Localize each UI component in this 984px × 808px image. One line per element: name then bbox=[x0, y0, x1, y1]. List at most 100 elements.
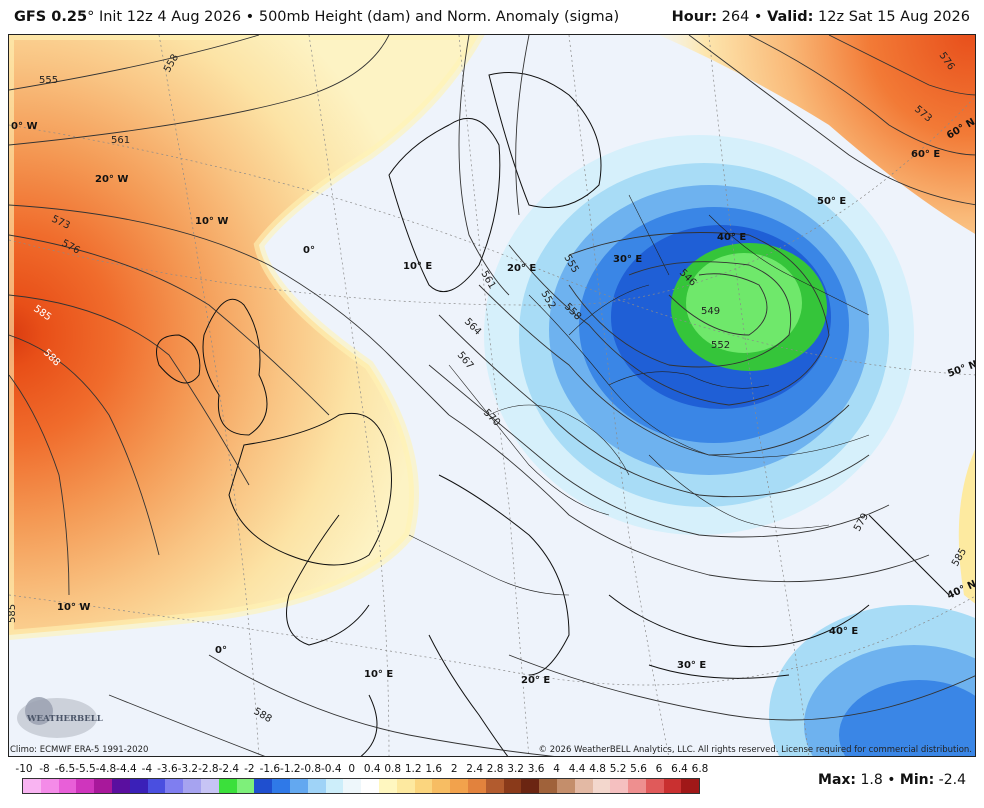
colorbar-label: -4 bbox=[141, 763, 153, 775]
bullet-separator: • bbox=[753, 9, 763, 25]
meridian-label: 30° E bbox=[613, 254, 642, 265]
min-label: Min: bbox=[899, 772, 935, 788]
colorbar-swatch bbox=[307, 779, 326, 793]
colorbar-label: 5.6 bbox=[630, 763, 647, 775]
logo-text: WEATHERBELL bbox=[26, 714, 103, 724]
colorbar-label: -3.6 bbox=[157, 763, 178, 775]
copyright-note: © 2026 WeatherBELL Analytics, LLC. All r… bbox=[538, 745, 972, 755]
meridian-label: 50° E bbox=[817, 196, 846, 207]
colorbar-swatch bbox=[147, 779, 166, 793]
colorbar-swatch bbox=[129, 779, 148, 793]
colorbar-swatch bbox=[645, 779, 664, 793]
valid-time: Hour: 264 • Valid: 12z Sat 15 Aug 2026 bbox=[672, 9, 970, 25]
colorbar-label: -2.4 bbox=[218, 763, 240, 775]
hour-value: 264 bbox=[721, 9, 750, 25]
contour-label: 585 bbox=[9, 604, 18, 623]
hour-label: Hour: bbox=[671, 9, 718, 25]
colorbar-labels: -10 -8 -6.5 -5.5 -4.8 -4.4 -4 -3.6 -3.2 -2.8 -2.4-… bbox=[14, 763, 708, 777]
colorbar-swatch bbox=[23, 779, 41, 793]
colorbar-label: 4.4 bbox=[568, 763, 586, 775]
colorbar-swatch bbox=[254, 779, 273, 793]
colorbar-swatch bbox=[485, 779, 504, 793]
colorbar-swatch bbox=[610, 779, 629, 793]
colorbar-swatch bbox=[574, 779, 593, 793]
colorbar-swatch bbox=[200, 779, 219, 793]
colorbar-label: 6.8 bbox=[691, 763, 709, 775]
contour-label: 561 bbox=[111, 135, 130, 146]
colorbar-swatch bbox=[76, 779, 95, 793]
colorbar-swatch bbox=[58, 779, 77, 793]
coastlines bbox=[156, 72, 950, 756]
colorbar-label: 1.2 bbox=[404, 763, 422, 775]
colorbar-swatch bbox=[361, 779, 379, 793]
meridian-label: 30° E bbox=[677, 660, 706, 671]
colorbar-label: 6.4 bbox=[671, 763, 688, 775]
colorbar-swatch bbox=[378, 779, 397, 793]
meridian-label: 20° E bbox=[507, 263, 536, 274]
colorbar-swatch bbox=[539, 779, 557, 793]
meridian-label: 40° E bbox=[717, 232, 746, 243]
colorbar-label: 3.6 bbox=[527, 763, 545, 775]
colorbar-label: -0.8 bbox=[300, 763, 322, 775]
max-value: 1.8 bbox=[860, 772, 883, 788]
colorbar-swatch bbox=[236, 779, 255, 793]
valid-label: Valid: bbox=[767, 9, 814, 25]
model-name: GFS 0.25 bbox=[14, 9, 88, 25]
colorbar-swatch bbox=[467, 779, 486, 793]
colorbar-label: -2.8 bbox=[198, 763, 219, 775]
bullet-separator: • bbox=[887, 772, 896, 788]
min-value: -2.4 bbox=[938, 772, 966, 788]
meridian-label: 0° bbox=[303, 245, 315, 256]
meridian-label: 10° E bbox=[364, 669, 393, 680]
product-name: 500mb Height (dam) and Norm. Anomaly (si… bbox=[258, 9, 620, 25]
colorbar-swatch bbox=[556, 779, 575, 793]
colorbar-label: -5.5 bbox=[75, 763, 96, 775]
max-label: Max: bbox=[818, 772, 857, 788]
colorbar-swatch bbox=[289, 779, 308, 793]
map-panel: 555 558 561 573 576 585 588 561 564 567 … bbox=[8, 34, 976, 757]
colorbar-swatch bbox=[165, 779, 184, 793]
colorbar-label: -4.8 bbox=[95, 763, 117, 775]
colorbar-swatch bbox=[343, 779, 362, 793]
colorbar-swatch bbox=[111, 779, 130, 793]
contour-label: 552 bbox=[711, 340, 730, 351]
valid-value: 12z Sat 15 Aug 2026 bbox=[818, 9, 970, 25]
meridian-label: 40° E bbox=[829, 626, 858, 637]
colorbar-label: 2 bbox=[450, 763, 458, 775]
colorbar-swatch bbox=[681, 779, 700, 793]
colorbar-swatch bbox=[592, 779, 611, 793]
meridian-label: 0° bbox=[215, 645, 227, 656]
contour-label: 549 bbox=[701, 306, 720, 317]
colorbar-swatch bbox=[94, 779, 112, 793]
colorbar-label: -4.4 bbox=[116, 763, 137, 775]
colorbar-label: -2 bbox=[244, 763, 255, 775]
colorbar-label: -1.6 bbox=[259, 763, 281, 775]
colorbar-swatch bbox=[521, 779, 540, 793]
colorbar-label: 0 bbox=[348, 763, 356, 775]
warm-anomaly-northeast bbox=[659, 35, 975, 234]
colorbar-swatch bbox=[40, 779, 59, 793]
colorbar-label: -10 bbox=[15, 763, 33, 775]
colorbar-swatch bbox=[450, 779, 468, 793]
meridian-label: 0° W bbox=[11, 121, 37, 132]
colorbar-swatch bbox=[414, 779, 433, 793]
meridian-label: 10° W bbox=[195, 216, 228, 227]
colorbar-label: 0.4 bbox=[363, 763, 381, 775]
height-contours bbox=[9, 35, 975, 756]
colorbar-label: 5.2 bbox=[609, 763, 627, 775]
colorbar-swatch bbox=[218, 779, 237, 793]
colorbar-label: -8 bbox=[39, 763, 50, 775]
colorbar-swatch bbox=[663, 779, 682, 793]
colorbar-label: -0.4 bbox=[321, 763, 342, 775]
max-min-readout: Max: 1.8 • Min: -2.4 bbox=[818, 772, 966, 788]
colorbar-swatch bbox=[396, 779, 415, 793]
colorbar-label: 4.8 bbox=[589, 763, 606, 775]
colorbar-label: 2.8 bbox=[486, 763, 504, 775]
header: GFS 0.25° Init 12z 4 Aug 2026 • 500mb He… bbox=[0, 0, 984, 34]
colorbar-swatch bbox=[503, 779, 522, 793]
meridian-label: 20° W bbox=[95, 174, 128, 185]
colorbar-swatch bbox=[628, 779, 646, 793]
map-svg: 555 558 561 573 576 585 588 561 564 567 … bbox=[9, 35, 975, 756]
degree-mark: ° bbox=[87, 9, 95, 25]
graticule bbox=[9, 35, 975, 756]
